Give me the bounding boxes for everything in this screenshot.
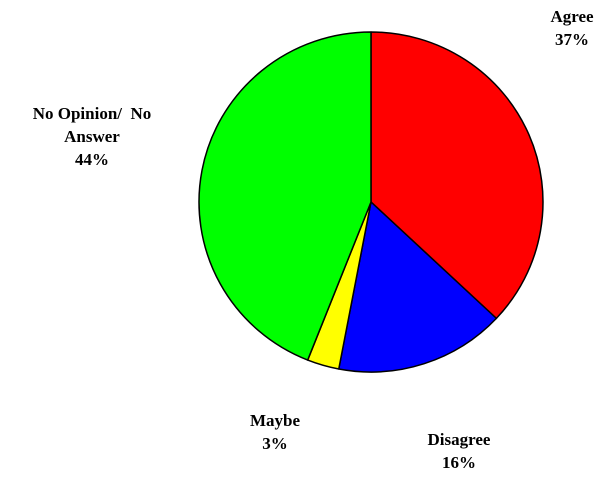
slice-name-label: Maybe [250,411,301,430]
slice-percent-label: 16% [442,453,476,472]
slice-name-label: No Opinion/ No [33,104,152,123]
slice-label: Maybe 3% [250,411,301,453]
slice-label: Agree 37% [550,7,594,49]
pie-slice-no-opinion-no-answer [198,31,372,361]
slice-labels: Agree 37% Disagree 16% Maybe 3% No Opinion/ No… [33,7,594,472]
pie-slice-disagree [338,201,498,373]
slice-label: Disagree 16% [428,430,491,472]
slice-label: No Opinion/ No Answer 44% [33,104,152,169]
slice-name-label: Answer [64,127,120,146]
slice-percent-label: 44% [75,150,109,169]
slice-name-label: Disagree [428,430,491,449]
slice-name-label: Agree [550,7,594,26]
slice-percent-label: 37% [555,30,589,49]
pie-slice-agree [370,31,544,320]
pie-slices [198,31,544,373]
slice-percent-label: 3% [262,434,288,453]
